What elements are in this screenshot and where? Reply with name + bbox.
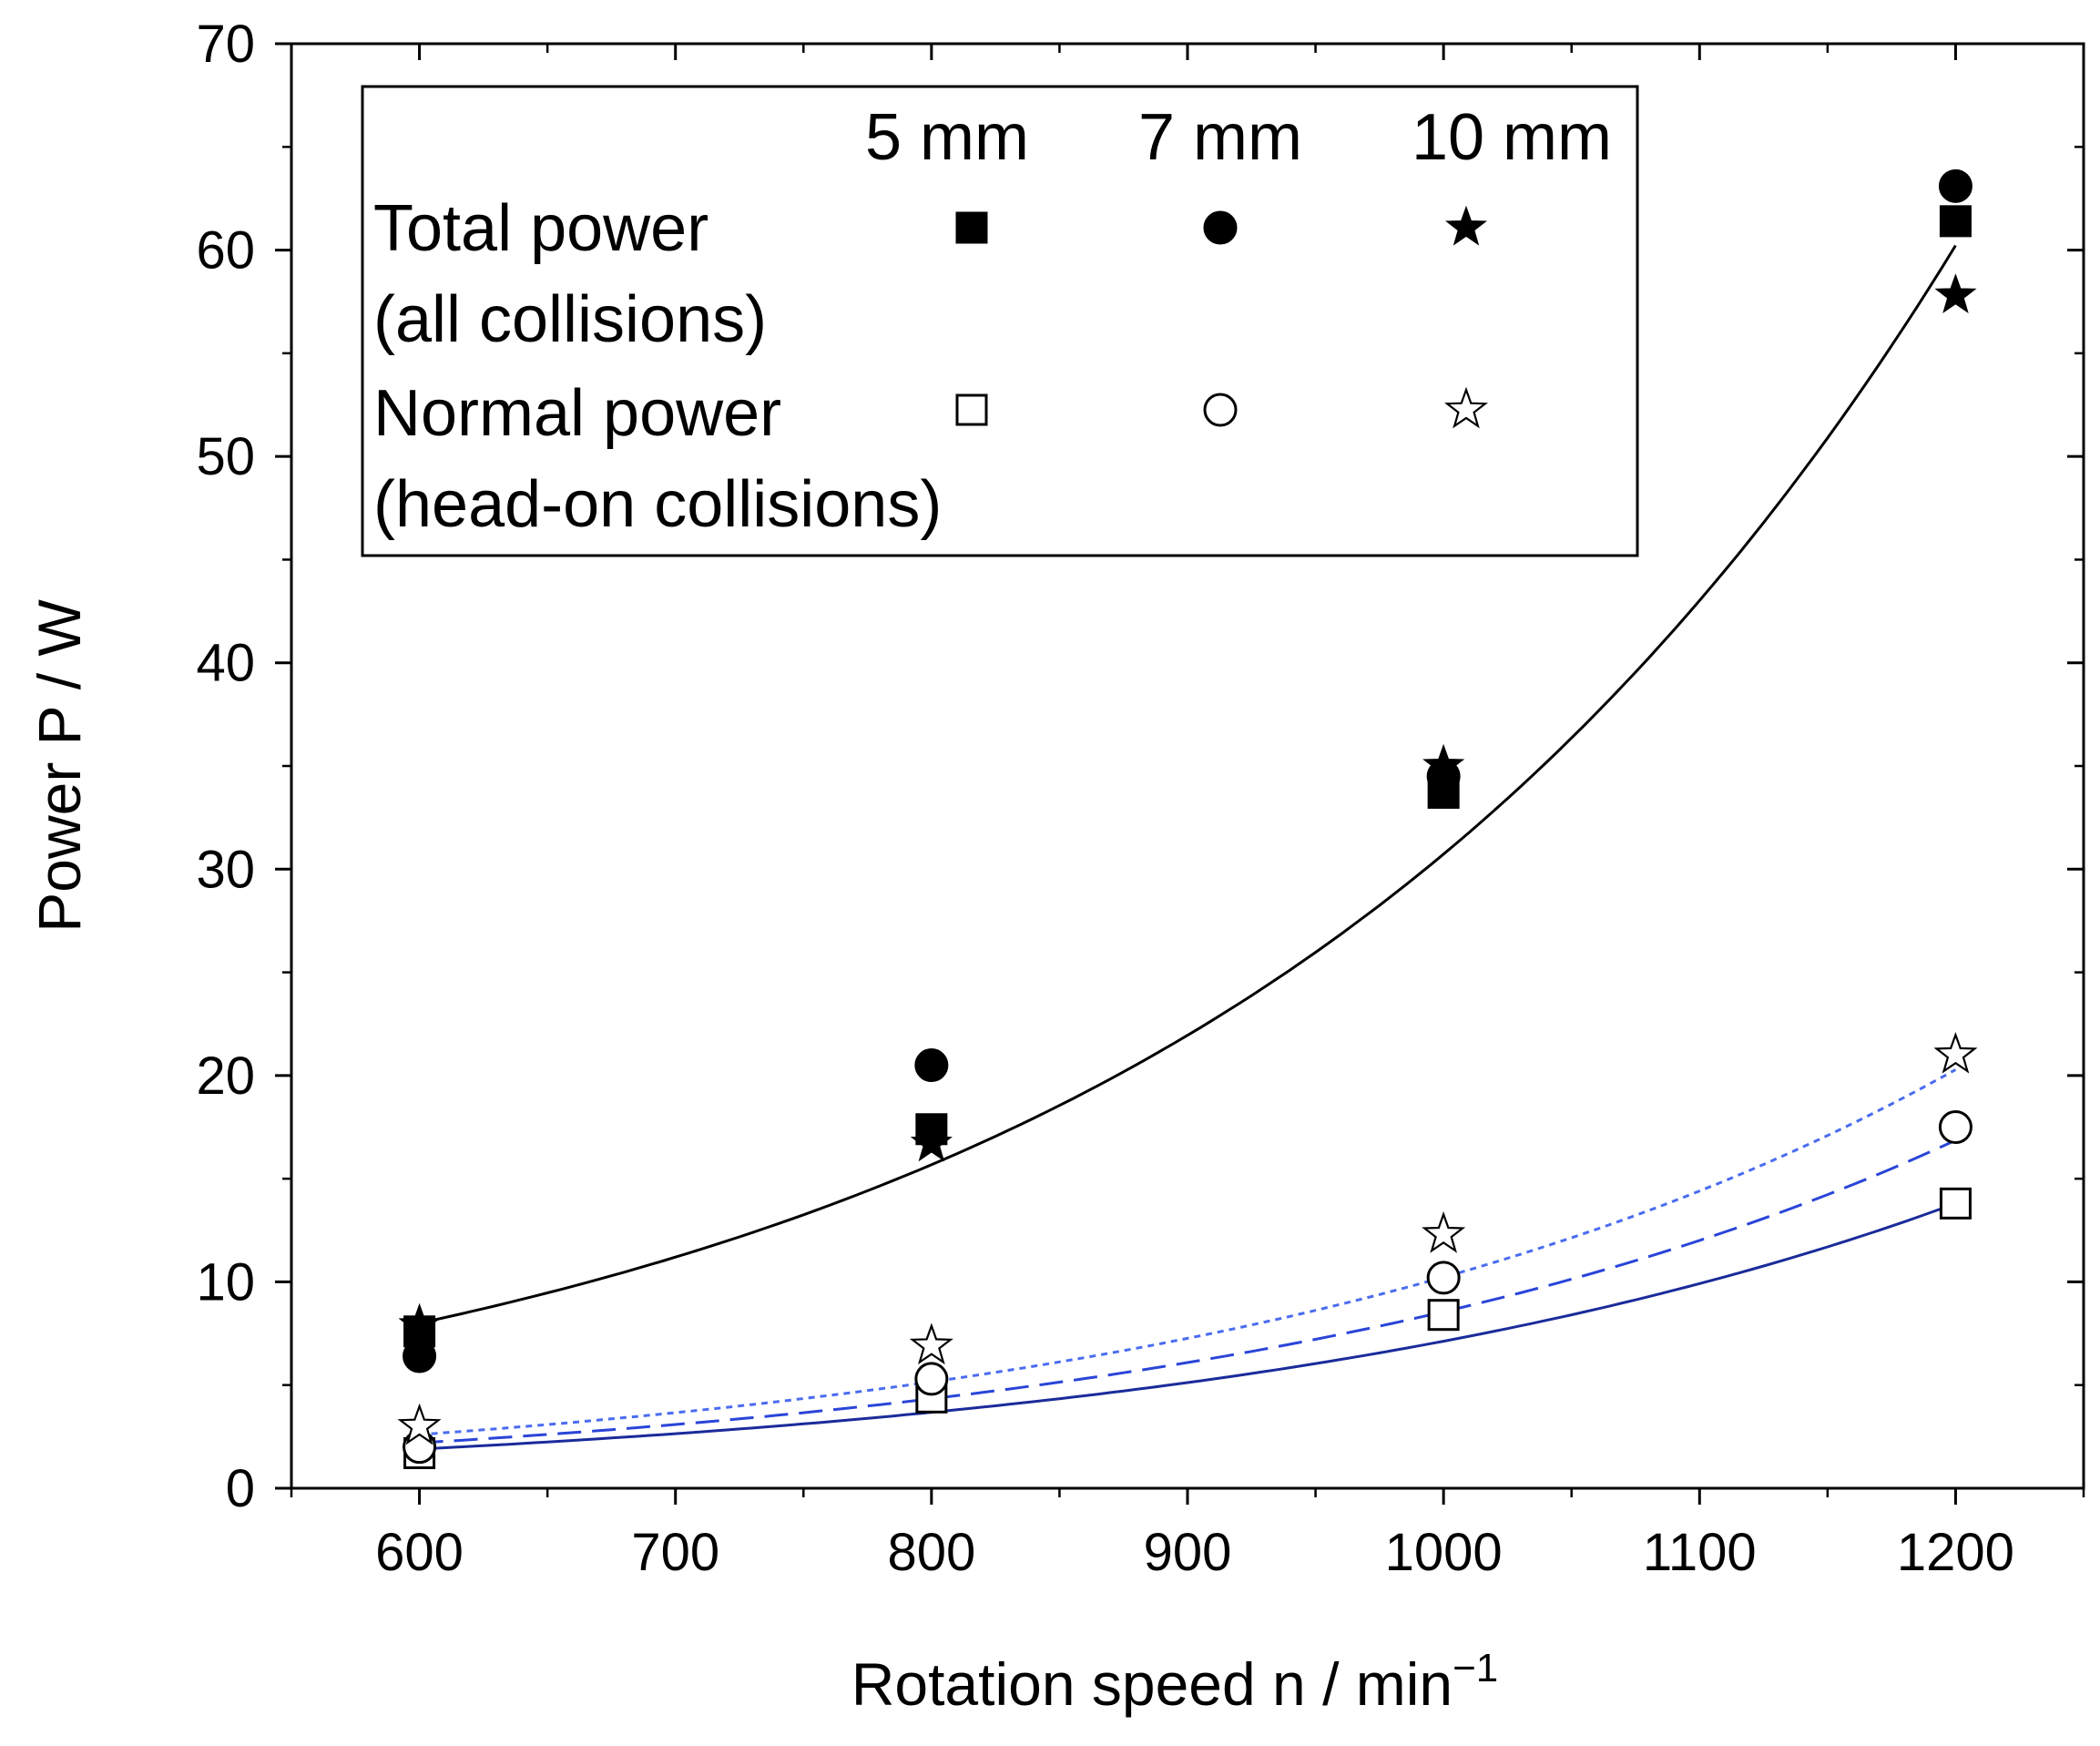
axis-ticks: 600 700 800 900 1000 1100 1200 0 10 20 30 40 50 60 70 — [196, 15, 2085, 1582]
legend-total-power-sublabel: (all collisions) — [373, 283, 767, 356]
fit-curve — [419, 1068, 1957, 1436]
legend-column-5mm: 5 mm — [865, 101, 1029, 174]
data-point-star-filled — [910, 1121, 953, 1162]
legend-markers — [955, 205, 1488, 429]
data-point-circle-open — [1426, 1261, 1461, 1295]
legend-column-10mm: 10 mm — [1412, 101, 1612, 174]
legend-normal-power-sublabel: (head-on collisions) — [373, 468, 942, 541]
x-axis-title-superscript: −1 — [1453, 1646, 1498, 1690]
legend-column-7mm: 7 mm — [1138, 101, 1302, 174]
data-point-square-open — [1427, 1299, 1460, 1332]
x-tick-label: 600 — [375, 1523, 464, 1582]
x-axis-title-text: Rotation speed n / min — [851, 1650, 1453, 1718]
data-point-circle-open — [1938, 1110, 1973, 1144]
data-markers — [397, 168, 1978, 1469]
data-point-star-open — [1422, 1211, 1466, 1253]
legend-total-power-label: Total power — [373, 192, 708, 265]
data-point-star-filled — [1934, 273, 1977, 314]
x-tick-label: 1000 — [1385, 1523, 1503, 1582]
x-tick-label: 800 — [887, 1523, 975, 1582]
legend-marker-star-filled — [1445, 205, 1487, 246]
y-tick-label: 0 — [226, 1459, 255, 1518]
fit-curve — [419, 244, 1957, 1325]
y-tick-label: 20 — [196, 1047, 255, 1106]
legend-normal-power-label: Normal power — [373, 377, 781, 450]
fit-curve — [419, 1138, 1957, 1445]
data-point-star-open — [1933, 1031, 1978, 1074]
x-tick-label: 1100 — [1643, 1523, 1757, 1582]
legend: 5 mm 7 mm 10 mm Total power (all collisi… — [361, 85, 1639, 557]
y-tick-label: 10 — [196, 1252, 255, 1312]
fit-curve — [419, 1201, 1956, 1451]
x-tick-label: 900 — [1144, 1523, 1232, 1582]
legend-marker-square-filled — [955, 211, 988, 244]
data-point-circle-open — [914, 1362, 949, 1396]
data-point-star-open — [397, 1403, 442, 1445]
data-point-star-open — [909, 1322, 953, 1365]
legend-marker-circle-open — [1203, 393, 1238, 427]
legend-marker-circle-filled — [1203, 210, 1238, 245]
y-tick-label: 70 — [196, 15, 255, 74]
data-point-circle-filled — [1938, 168, 1973, 203]
plot-area-frame — [290, 42, 2085, 1490]
legend-marker-star-open — [1444, 386, 1488, 429]
data-point-square-filled — [1939, 205, 1972, 238]
y-tick-label: 50 — [196, 427, 255, 486]
x-tick-label: 1200 — [1897, 1523, 2014, 1582]
data-point-star-filled — [398, 1302, 441, 1343]
data-point-star-filled — [1422, 743, 1465, 784]
y-tick-label: 40 — [196, 634, 255, 693]
fit-curves — [419, 244, 1957, 1451]
data-point-circle-filled — [403, 1339, 437, 1373]
data-point-square-open — [1939, 1187, 1972, 1220]
x-tick-label: 700 — [631, 1523, 719, 1582]
data-point-circle-filled — [914, 1048, 949, 1083]
legend-marker-square-open — [955, 393, 988, 426]
legend-box — [361, 85, 1639, 557]
y-tick-label: 30 — [196, 840, 255, 899]
x-axis-title: Rotation speed n / min−1 — [851, 1646, 1499, 1718]
y-tick-label: 60 — [196, 221, 255, 281]
y-axis-title: Power P / W — [25, 599, 93, 933]
